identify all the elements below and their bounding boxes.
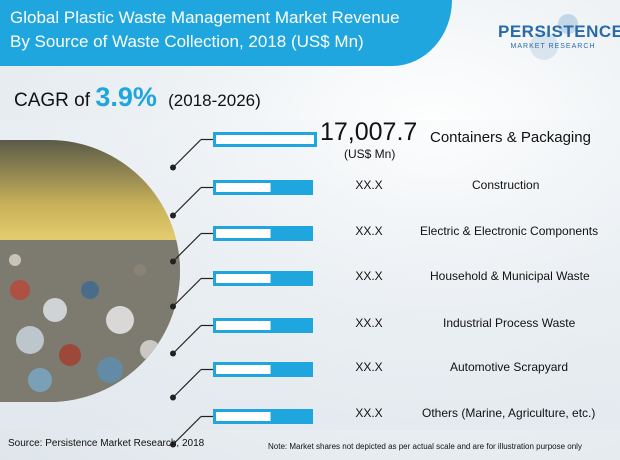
bar-fill-4 — [216, 321, 271, 330]
category-label-3: Household & Municipal Waste — [430, 269, 590, 283]
value-unit: (US$ Mn) — [344, 147, 396, 161]
connector-diag-1 — [172, 187, 202, 216]
category-label-5: Automotive Scrapyard — [450, 360, 569, 374]
value-label-0: 17,007.7 — [320, 118, 418, 146]
bar-fill-3 — [216, 274, 271, 283]
value-label-3: XX.X — [355, 269, 383, 283]
connector-dot-0 — [170, 164, 176, 171]
category-label-1: Construction — [472, 178, 540, 192]
bar-fill-0 — [216, 135, 314, 144]
connector-diag-6 — [172, 416, 202, 445]
bar-fill-5 — [216, 365, 271, 374]
connector-diag-4 — [172, 325, 202, 354]
note-text: Note: Market shares not depicted as per … — [268, 442, 582, 451]
connector-lines — [170, 138, 215, 448]
connector-diag-5 — [172, 369, 202, 398]
connector-diag-0 — [172, 139, 202, 168]
connector-dot-5 — [170, 394, 176, 401]
bar-fill-2 — [216, 229, 271, 238]
value-label-2: XX.X — [355, 224, 383, 238]
company-logo: PERSISTENCE MARKET RESEARCH — [498, 8, 620, 64]
connector-dot-4 — [170, 350, 176, 357]
source-text: Source: Persistence Market Research, 201… — [8, 438, 205, 449]
category-label-6: Others (Marine, Agriculture, etc.) — [422, 406, 596, 420]
value-label-5: XX.X — [355, 360, 383, 374]
cagr-period: (2018-2026) — [168, 91, 261, 110]
title-banner: Global Plastic Waste Management Market R… — [0, 0, 452, 66]
category-label-2: Electric & Electronic Components — [420, 224, 599, 238]
connector-dot-2 — [170, 258, 176, 265]
logo-globe-icon — [530, 14, 578, 60]
cagr-value: 3.9% — [95, 82, 157, 112]
value-label-1: XX.X — [355, 178, 383, 192]
chart-title: Global Plastic Waste Management Market R… — [10, 6, 400, 54]
connector-dot-1 — [170, 212, 176, 219]
connector-diag-2 — [172, 233, 202, 262]
cagr-line: CAGR of 3.9% (2018-2026) — [14, 82, 261, 113]
value-label-6: XX.X — [355, 406, 383, 420]
logo-text: PERSISTENCE — [498, 22, 620, 41]
bar-fill-1 — [216, 183, 271, 192]
title-line-2: By Source of Waste Collection, 2018 (US$… — [10, 32, 364, 51]
bar-fill-6 — [216, 412, 271, 421]
category-label-0: Containers & Packaging — [430, 129, 591, 146]
bars — [213, 132, 317, 424]
title-line-1: Global Plastic Waste Management Market R… — [10, 8, 400, 27]
connector-dot-6 — [170, 441, 176, 448]
cagr-label: CAGR of — [14, 90, 91, 111]
connector-dot-3 — [170, 303, 176, 310]
logo-subtext: MARKET RESEARCH — [510, 43, 596, 50]
connector-diag-3 — [172, 278, 202, 307]
value-label-4: XX.X — [355, 316, 383, 330]
category-label-4: Industrial Process Waste — [443, 316, 576, 330]
